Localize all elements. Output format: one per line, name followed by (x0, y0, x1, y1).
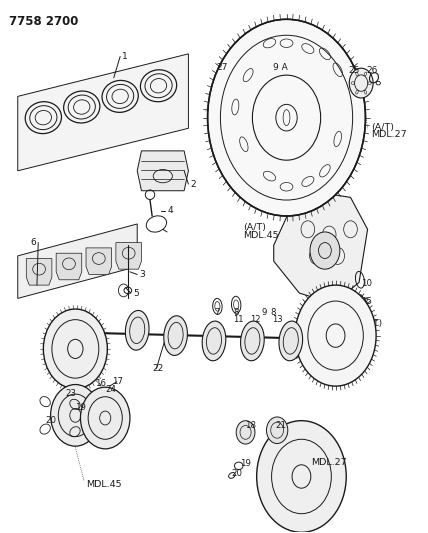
Text: 2: 2 (190, 180, 196, 189)
Text: 5: 5 (133, 288, 139, 297)
Text: MDL.45: MDL.45 (86, 480, 122, 489)
Circle shape (267, 417, 288, 443)
Text: 3: 3 (140, 270, 145, 279)
Ellipse shape (241, 321, 264, 361)
Ellipse shape (164, 316, 187, 356)
Text: 7: 7 (214, 308, 220, 317)
Polygon shape (56, 253, 82, 280)
Text: 9: 9 (262, 308, 267, 317)
Circle shape (310, 232, 340, 269)
Text: 20: 20 (231, 470, 242, 478)
Text: (M/T): (M/T) (359, 319, 382, 328)
Text: 10: 10 (361, 279, 372, 288)
Text: 8: 8 (362, 297, 367, 306)
Text: 8: 8 (271, 308, 276, 317)
Text: 18: 18 (245, 422, 256, 431)
Circle shape (51, 384, 100, 446)
Polygon shape (26, 259, 52, 285)
Text: 13: 13 (273, 315, 283, 324)
Circle shape (208, 19, 366, 216)
Circle shape (80, 387, 130, 449)
Text: MDL.27: MDL.27 (311, 458, 347, 466)
Text: (A/T): (A/T) (243, 223, 266, 232)
Polygon shape (116, 243, 142, 269)
Text: 7758 2700: 7758 2700 (9, 15, 79, 28)
Ellipse shape (125, 310, 149, 350)
Text: 4: 4 (167, 206, 172, 215)
Polygon shape (137, 151, 188, 191)
Polygon shape (86, 248, 112, 274)
Text: 19: 19 (75, 403, 86, 412)
Polygon shape (18, 54, 188, 171)
Ellipse shape (202, 321, 226, 361)
Polygon shape (18, 224, 137, 298)
Text: 21: 21 (275, 422, 286, 431)
Text: MDL.45: MDL.45 (243, 231, 279, 240)
Text: 11: 11 (233, 315, 243, 324)
Circle shape (295, 285, 376, 386)
Text: (A/T): (A/T) (371, 123, 394, 132)
Text: 20: 20 (45, 416, 56, 425)
Text: 6: 6 (30, 238, 36, 247)
Text: 8: 8 (233, 308, 239, 317)
Text: 22: 22 (152, 364, 163, 373)
Text: 17: 17 (113, 377, 123, 386)
Text: 9 A: 9 A (273, 63, 288, 72)
Circle shape (257, 421, 346, 532)
Text: 23: 23 (65, 389, 77, 398)
Ellipse shape (279, 321, 303, 361)
Circle shape (236, 421, 255, 444)
Text: 14: 14 (363, 327, 374, 336)
Text: 1: 1 (122, 52, 128, 61)
Text: 16: 16 (95, 379, 107, 388)
Text: 27: 27 (216, 63, 228, 72)
Text: 26: 26 (367, 67, 378, 75)
Circle shape (349, 68, 373, 98)
Text: 15: 15 (361, 296, 372, 305)
Circle shape (43, 309, 107, 389)
Text: 25: 25 (348, 67, 360, 75)
Polygon shape (274, 192, 368, 304)
Text: 12: 12 (250, 315, 261, 324)
Text: MDL.27: MDL.27 (371, 130, 407, 139)
Text: 19: 19 (240, 459, 251, 467)
Text: 24: 24 (105, 385, 116, 394)
